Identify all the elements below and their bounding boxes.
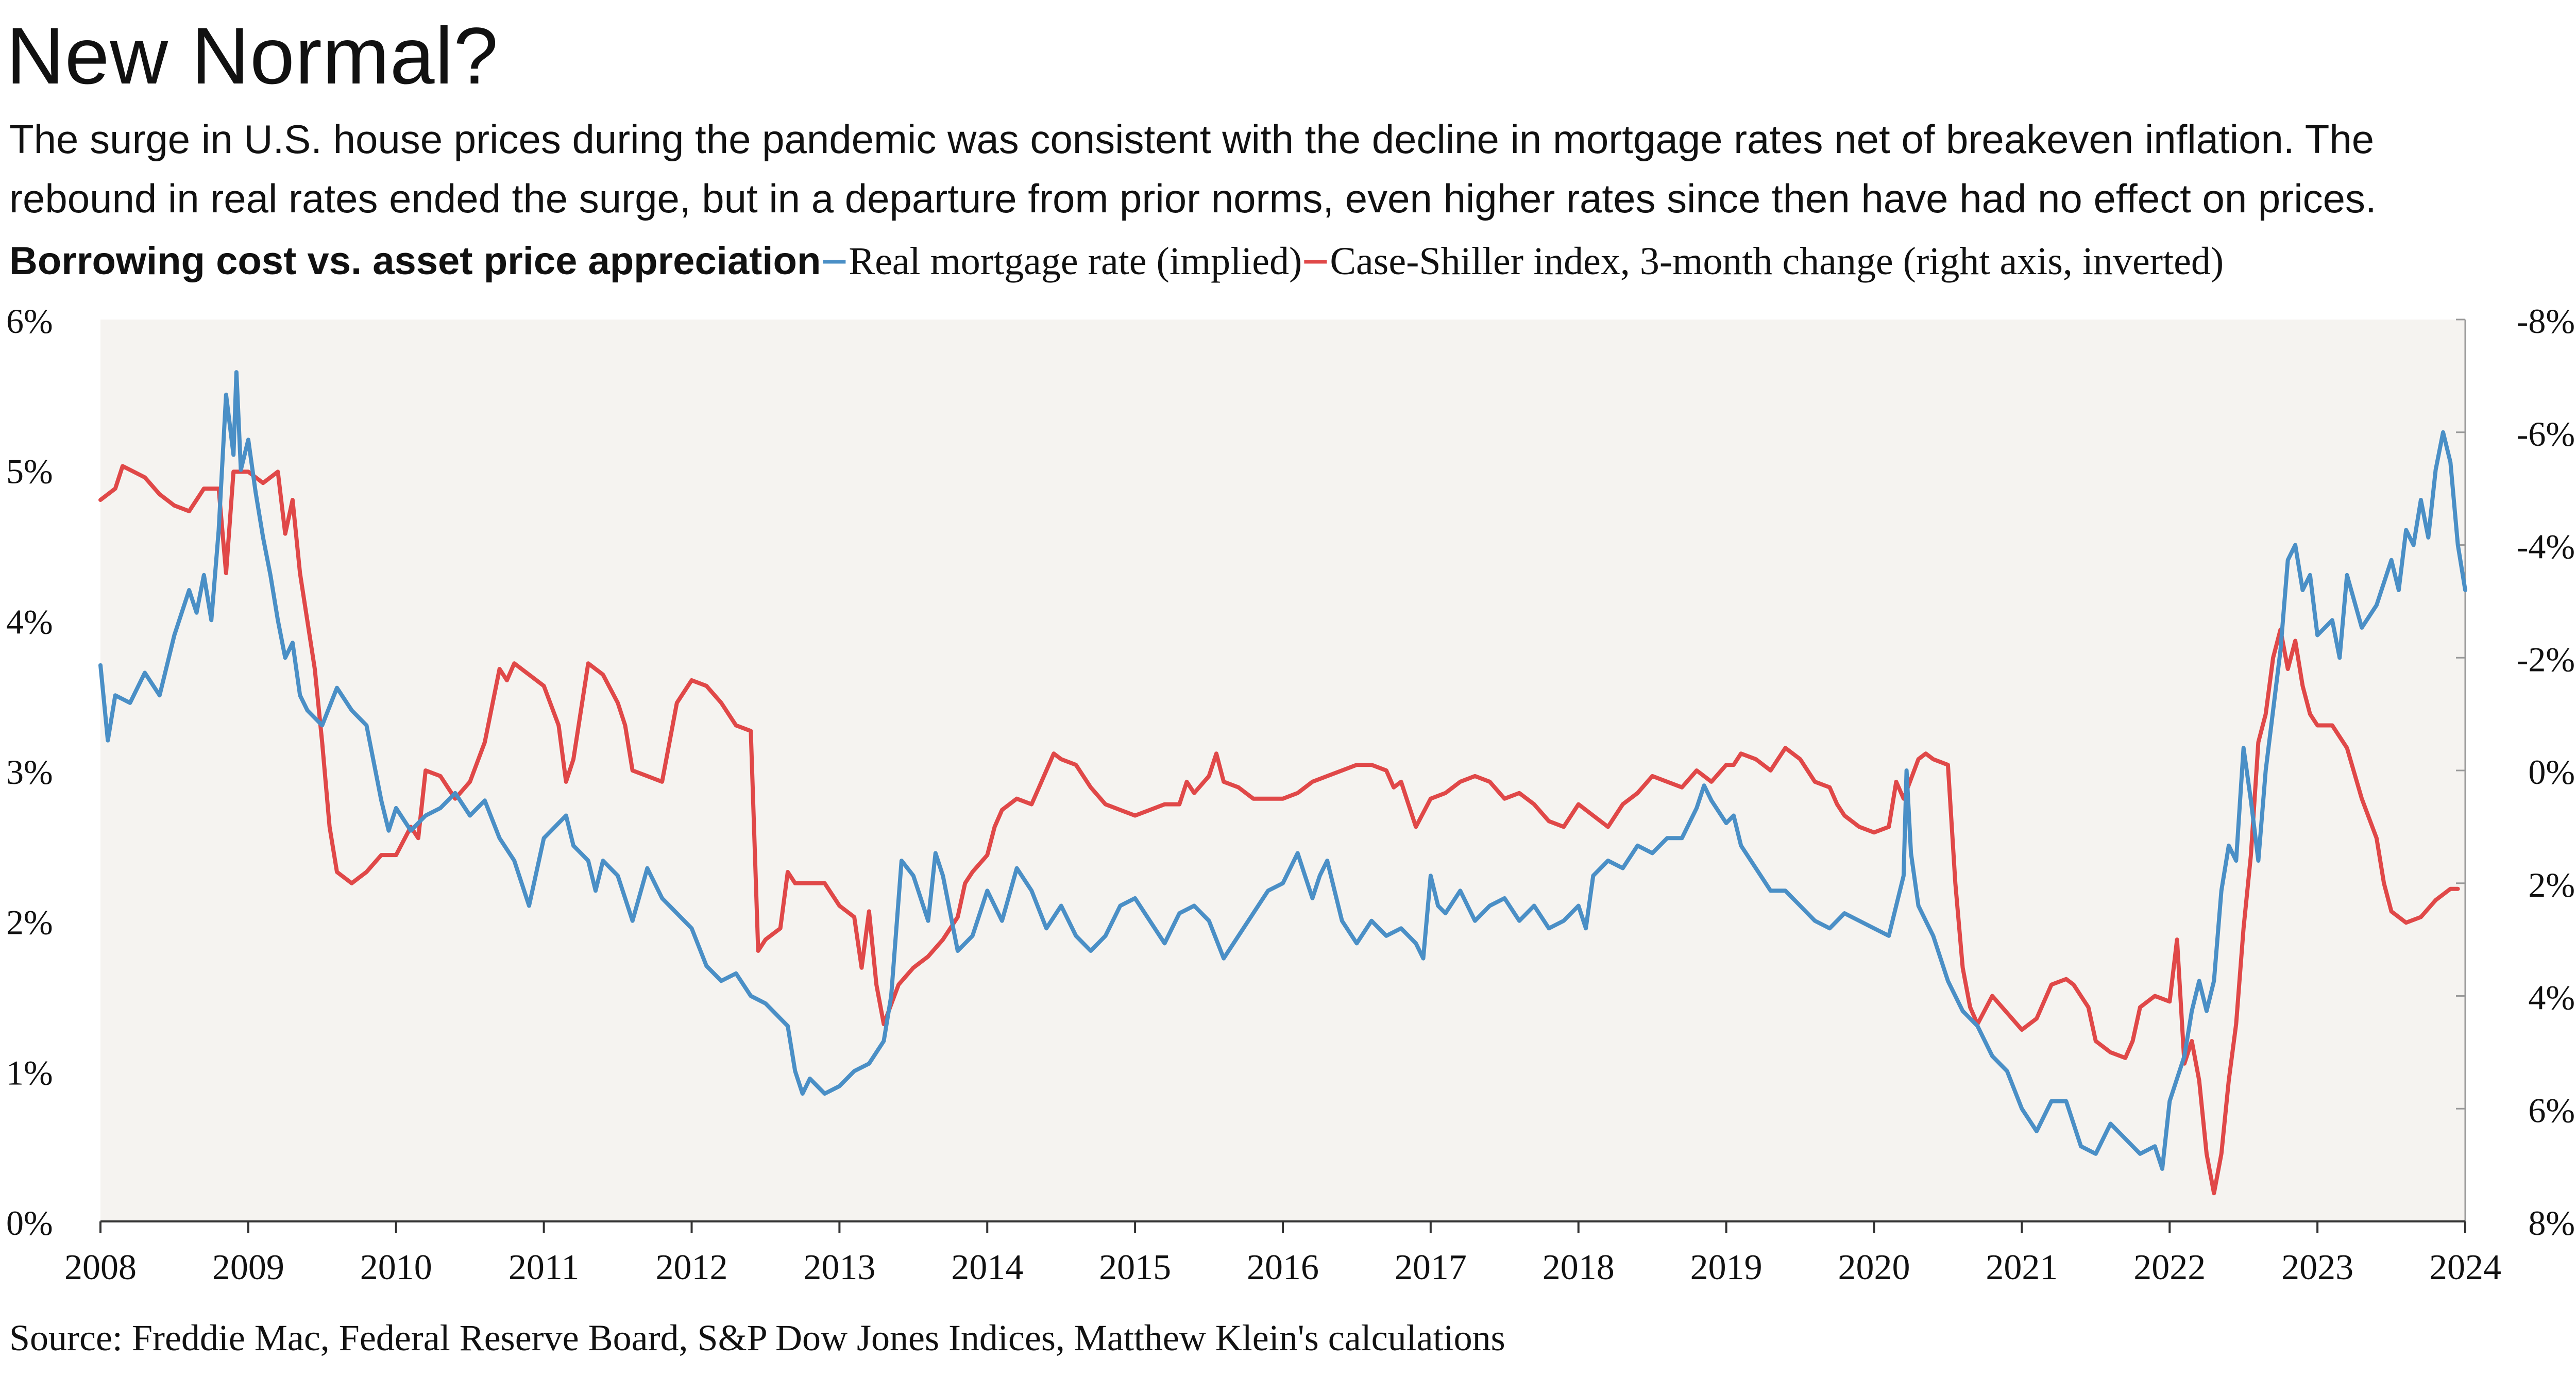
y-left-tick-label: 1% (6, 1053, 53, 1092)
y-right-tick-label: 4% (2528, 978, 2575, 1017)
x-tick-label: 2020 (1838, 1248, 1910, 1287)
y-right-tick-label: -8% (2517, 301, 2575, 341)
subtitle-line-2: rebound in real rates ended the surge, b… (9, 176, 2377, 221)
x-tick-label: 2018 (1543, 1248, 1615, 1287)
series-line-real-rate (98, 370, 2467, 1171)
x-tick-label: 2017 (1395, 1248, 1467, 1287)
y-left-tick-label: 2% (6, 903, 53, 942)
subtitle-line-1: The surge in U.S. house prices during th… (9, 116, 2375, 162)
y-axis-right: -8% -6% -4% -2% 0% 2% 4% 6% 8% (2456, 301, 2575, 1243)
y-left-tick-label: 0% (6, 1203, 53, 1243)
y-right-tick-label: 0% (2528, 752, 2575, 792)
series-line-case-shiller (98, 464, 2460, 1196)
x-tick-label: 2021 (1986, 1248, 2058, 1287)
x-tick-label: 2023 (2281, 1248, 2353, 1287)
plot-area (100, 320, 2465, 1221)
y-right-tick-label: 6% (2528, 1091, 2575, 1130)
series-layer (98, 370, 2467, 1196)
x-tick-label: 2012 (656, 1248, 728, 1287)
x-tick-label: 2024 (2429, 1248, 2501, 1287)
x-tick-label: 2010 (360, 1248, 432, 1287)
source-note: Source: Freddie Mac, Federal Reserve Boa… (9, 1317, 1505, 1359)
chart-title: Borrowing cost vs. asset price appreciat… (9, 239, 821, 283)
y-left-tick-label: 3% (6, 752, 53, 792)
x-tick-label: 2014 (951, 1248, 1023, 1287)
x-tick-label: 2015 (1099, 1248, 1171, 1287)
y-right-tick-label: -2% (2517, 640, 2575, 679)
y-right-tick-label: 2% (2528, 865, 2575, 904)
x-tick-label: 2013 (803, 1248, 875, 1287)
y-left-tick-label: 5% (6, 452, 53, 491)
x-tick-label: 2009 (212, 1248, 284, 1287)
y-left-tick-label: 6% (6, 301, 53, 341)
x-tick-label: 2016 (1247, 1248, 1319, 1287)
legend-label-case-shiller: Case-Shiller index, 3-month change (righ… (1330, 240, 2224, 283)
y-axis-left: 0% 1% 2% 3% 4% 5% 6% (6, 301, 53, 1243)
legend-label-real-rate: Real mortgage rate (implied) (849, 240, 1302, 283)
x-tick-label: 2022 (2133, 1248, 2206, 1287)
x-axis: 2008 2009 2010 2011 2012 2013 2014 2015 2016 2017… (64, 1220, 2501, 1287)
page-title: New Normal? (6, 11, 499, 101)
x-tick-label: 2011 (509, 1248, 579, 1287)
x-tick-label: 2019 (1690, 1248, 1762, 1287)
y-right-tick-label: -4% (2517, 527, 2575, 566)
y-right-tick-label: -6% (2517, 414, 2575, 454)
y-left-tick-label: 4% (6, 602, 53, 641)
x-tick-label: 2008 (64, 1248, 137, 1287)
y-right-tick-label: 8% (2528, 1203, 2575, 1243)
